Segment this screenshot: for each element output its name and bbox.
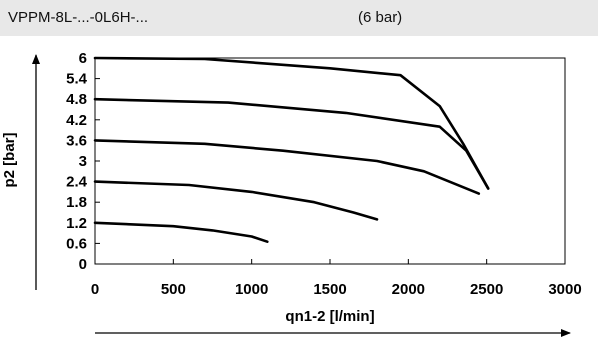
series-line-2 [93,180,379,221]
x-tick-label: 3000 [548,281,581,298]
series-line-3 [93,139,481,195]
y-tick-label: 2.4 [66,174,88,191]
y-tick-label: 3.6 [66,132,87,149]
x-tick-label: 2000 [392,281,425,298]
y-tick-label: 1.2 [66,215,87,232]
x-tick-label: 2500 [470,281,503,298]
y-tick-label: 0.6 [66,235,87,252]
x-tick-label: 1500 [313,281,346,298]
y-tick-label: 6 [79,50,87,67]
y-tick-label: 0 [79,256,87,273]
y-tick-label: 4.2 [66,112,87,129]
series-line-1 [93,221,269,243]
y-tick-label: 1.8 [66,194,87,211]
y-axis-label: p2 [bar] [1,132,18,187]
x-axis-label: qn1-2 [l/min] [285,308,374,325]
y-tick-label: 3 [79,153,87,170]
x-tick-label: 0 [91,281,99,298]
series-line-5 [93,56,490,190]
chart-header-bar: VPPM-8L-...-0L6H-... (6 bar) [0,0,598,36]
y-tick-label: 4.8 [66,91,87,108]
x-tick-label: 500 [161,281,186,298]
x-tick-label: 1000 [235,281,268,298]
y-tick-label: 5.4 [66,71,88,88]
plot-frame [94,57,566,265]
pressure-label: (6 bar) [358,9,403,26]
series-line-4 [93,97,490,190]
model-label: VPPM-8L-...-0L6H-... [8,9,149,26]
